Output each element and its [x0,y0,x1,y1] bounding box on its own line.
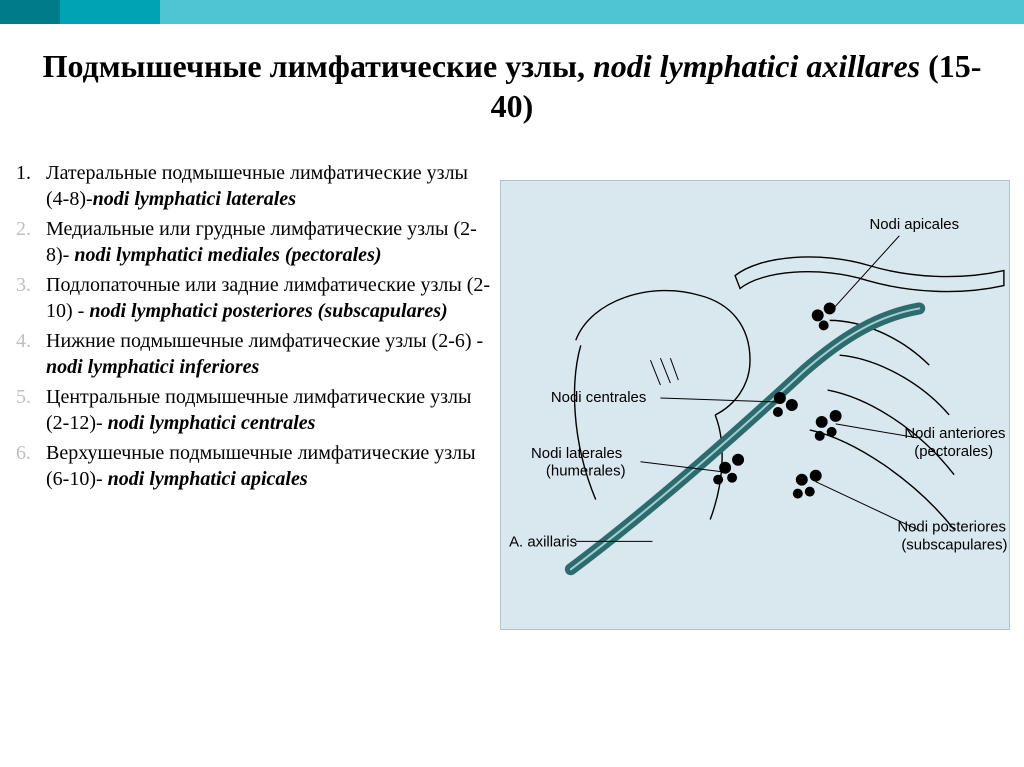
list-text: Подлопаточные или задние лимфатические у… [46,272,492,324]
list-text: Нижние подмышечные лимфатические узлы (2… [46,328,492,380]
node-list: 1. Латеральные подмышечные лимфатические… [12,160,492,496]
list-item: 1. Латеральные подмышечные лимфатические… [12,160,492,212]
title-latin: nodi lymphatici axillares [593,48,920,84]
anatomy-figure: Nodi apicales Nodi centrales Nodi latera… [500,180,1010,630]
axillary-vessel [571,308,919,569]
list-text-latin: nodi lymphatici centrales [108,412,316,434]
label-laterales-2: (humerales) [546,463,626,480]
label-anteriores-2: (pectorales) [914,443,993,460]
bar-seg-mid [60,0,160,24]
list-number: 2. [12,216,46,268]
list-item: 5.Центральные подмышечные лимфатические … [12,384,492,436]
list-number: 4. [12,328,46,380]
list-text: Медиальные или грудные лимфатические узл… [46,216,492,268]
list-text-latin: nodi lymphatici posteriores (subscapular… [89,300,447,322]
list-text-latin: nodi lymphatici inferiores [46,356,259,378]
list-number: 1. [12,160,46,212]
label-laterales-1: Nodi laterales [531,445,622,462]
label-apicales: Nodi apicales [869,216,959,233]
list-item: 3.Подлопаточные или задние лимфатические… [12,272,492,324]
label-axillaris: A. axillaris [509,533,577,550]
figure-labels: Nodi apicales Nodi centrales Nodi latera… [509,216,1007,554]
list-text: Верхушечные подмышечные лимфатические уз… [46,440,492,492]
list-item: 6. Верхушечные подмышечные лимфатические… [12,440,492,492]
list-item: 4.Нижние подмышечные лимфатические узлы … [12,328,492,380]
list-text: Центральные подмышечные лимфатические уз… [46,384,492,436]
list-text-latin: nodi lymphatici mediales (pectorales) [74,244,381,266]
list-text-latin: nodi lymphatici apicales [108,468,308,490]
list-text: Латеральные подмышечные лимфатические уз… [46,160,492,212]
list-text-plain: Нижние подмышечные лимфатические узлы (2… [46,330,483,352]
bar-seg-dark [0,0,60,24]
slide-title: Подмышечные лимфатические узлы, nodi lym… [0,46,1024,126]
list-text-latin: nodi lymphatici laterales [93,188,296,210]
list-number: 6. [12,440,46,492]
list-number: 5. [12,384,46,436]
top-accent-bar [0,0,1024,24]
label-posteriores-1: Nodi posteriores [897,518,1006,535]
bar-seg-light [160,0,1024,24]
list-number: 3. [12,272,46,324]
title-plain: Подмышечные лимфатические узлы, [43,48,593,84]
label-centrales: Nodi centrales [551,389,646,406]
label-posteriores-2: (subscapulares) [901,536,1007,553]
list-item: 2.Медиальные или грудные лимфатические у… [12,216,492,268]
label-anteriores-1: Nodi anteriores [904,425,1005,442]
